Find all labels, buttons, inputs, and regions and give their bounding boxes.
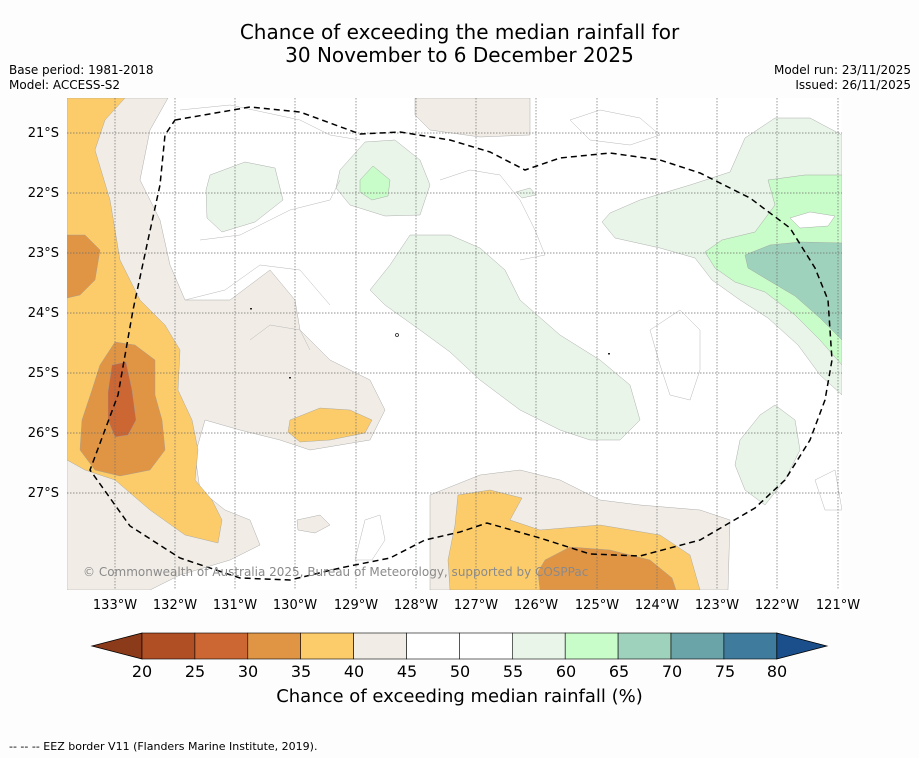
colorbar-tick-30: 30 — [237, 662, 259, 681]
colorbar-segment — [194, 632, 249, 660]
lon-label-126: 126°W — [513, 598, 559, 613]
light-green-region-3 — [369, 234, 641, 441]
colorbar-segment — [141, 632, 196, 660]
colorbar-tick-20: 20 — [131, 662, 153, 681]
contour-line-3 — [184, 264, 331, 306]
lon-label-125: 125°W — [574, 598, 620, 613]
colorbar-title: Chance of exceeding median rainfall (%) — [276, 686, 643, 707]
beige-region-north — [414, 98, 531, 138]
colorbar-tick-25: 25 — [184, 662, 206, 681]
lat-label-22: 22°S — [27, 186, 59, 201]
contour-line-1 — [179, 104, 361, 141]
colorbar-arrow-low — [90, 632, 143, 660]
lat-label-23: 23°S — [27, 246, 59, 261]
lat-label-25: 25°S — [27, 366, 59, 381]
mint-region-1 — [359, 165, 391, 201]
title-line-1: Chance of exceeding the median rainfall … — [239, 20, 680, 44]
colorbar-tick-65: 65 — [608, 662, 630, 681]
colorbar-segment — [511, 632, 566, 660]
colorbar-segment — [670, 632, 725, 660]
beige-region-small — [296, 514, 331, 534]
colorbar-segment — [723, 632, 778, 660]
white-hole-east — [789, 211, 836, 229]
issued-date: Issued: 26/11/2025 — [795, 78, 911, 92]
colorbar-tick-35: 35 — [290, 662, 312, 681]
copyright-notice: © Commonwealth of Australia 2025, Bureau… — [83, 565, 589, 579]
colorbar-tick-40: 40 — [343, 662, 365, 681]
island-marker — [250, 308, 252, 310]
base-period: Base period: 1981-2018 — [9, 63, 154, 77]
contour-line-9 — [354, 514, 386, 561]
lon-label-130: 130°W — [272, 598, 318, 613]
lat-label-24: 24°S — [27, 306, 59, 321]
lon-label-123: 123°W — [694, 598, 740, 613]
model-run-date: Model run: 23/11/2025 — [773, 63, 911, 77]
colorbar-tick-80: 80 — [766, 662, 788, 681]
colorbar-tick-70: 70 — [661, 662, 683, 681]
eez-border — [89, 106, 833, 581]
model-name: Model: ACCESS-S2 — [9, 78, 121, 92]
lon-label-131: 131°W — [212, 598, 258, 613]
rainfall-map[interactable] — [67, 98, 842, 590]
lon-label-128: 128°W — [393, 598, 439, 613]
colorbar-segment — [617, 632, 672, 660]
colorbar-arrow-high — [776, 632, 829, 660]
lon-label-132: 132°W — [152, 598, 198, 613]
contour-line-7 — [649, 309, 701, 401]
light-green-region-1 — [205, 161, 284, 233]
colorbar-segment — [459, 632, 513, 660]
lon-label-121: 121°W — [815, 598, 861, 613]
colorbar-tick-50: 50 — [449, 662, 471, 681]
contour-line-4 — [249, 324, 311, 351]
colorbar-segment — [247, 632, 302, 660]
contour-line-2 — [199, 179, 341, 241]
colorbar-tick-45: 45 — [396, 662, 418, 681]
contour-line-6 — [569, 109, 661, 146]
teal-region-east — [744, 241, 842, 341]
eez-legend: -- -- -- EEZ border V11 (Flanders Marine… — [9, 740, 318, 753]
lat-label-26: 26°S — [27, 426, 59, 441]
colorbar-segment — [564, 632, 619, 660]
island-marker — [395, 333, 399, 337]
colorbar-segment — [353, 632, 407, 660]
lon-label-124: 124°W — [634, 598, 680, 613]
light-green-region-4 — [734, 404, 801, 506]
dark-orange-region-south — [537, 546, 677, 590]
colorbar — [90, 632, 829, 660]
title-line-2: 30 November to 6 December 2025 — [285, 43, 634, 67]
island-marker — [608, 353, 610, 355]
colorbar-tick-60: 60 — [555, 662, 577, 681]
lat-label-21: 21°S — [27, 126, 59, 141]
lon-label-122: 122°W — [754, 598, 800, 613]
rainfall-map-svg — [67, 98, 842, 590]
lon-label-133: 133°W — [92, 598, 138, 613]
contour-line-8 — [814, 469, 842, 511]
island-marker — [289, 377, 291, 379]
lon-label-127: 127°W — [453, 598, 499, 613]
contour-line-5 — [439, 169, 546, 261]
colorbar-segment — [300, 632, 354, 660]
colorbar-tick-55: 55 — [502, 662, 524, 681]
lon-label-129: 129°W — [333, 598, 379, 613]
colorbar-segment — [406, 632, 460, 660]
dark-orange-region-west-1 — [67, 234, 101, 299]
colorbar-tick-75: 75 — [714, 662, 736, 681]
lat-label-27: 27°S — [27, 486, 59, 501]
